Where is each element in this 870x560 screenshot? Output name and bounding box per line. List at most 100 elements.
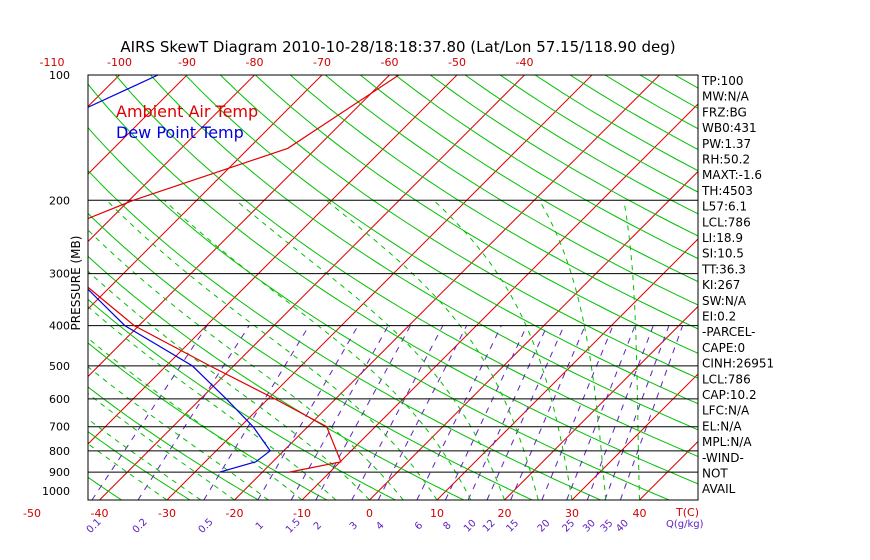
dry-adiabat-line (88, 126, 670, 500)
bottom-temp-tick-label: 20 (498, 507, 512, 520)
dry-adiabat-line (0, 75, 53, 500)
mixing-ratio-label: 3 (348, 520, 360, 532)
moist-adiabat-line (88, 270, 370, 500)
moist-adiabat-line (163, 199, 472, 500)
moist-adiabat-line (88, 366, 269, 500)
bottom-temp-tick-label: 10 (430, 507, 444, 520)
dry-adiabat-line (88, 255, 465, 500)
isotherm-line (639, 440, 698, 500)
index-label: TT:36.3 (701, 262, 746, 276)
dry-adiabat-line (255, 75, 698, 354)
mixing-ratio-label: 6 (413, 520, 425, 532)
isotherm-line (504, 305, 698, 500)
pressure-tick-label: 100 (49, 69, 70, 82)
bottom-temp-tick-label: 0 (366, 507, 373, 520)
top-temp-tick-label: -80 (246, 56, 264, 69)
isotherm-line (571, 373, 698, 500)
isotherm-line (88, 75, 120, 108)
index-label: PW:1.37 (702, 137, 751, 151)
dry-adiabat-line (88, 169, 601, 500)
pressure-tick-label: 600 (49, 393, 70, 406)
mixing-ratio-line (203, 325, 310, 500)
mixing-ratio-label: 0.5 (197, 517, 216, 536)
index-label: LFC:N/A (702, 404, 750, 418)
bottom-temp-tick-label: -20 (226, 507, 244, 520)
dry-adiabat-line (745, 75, 870, 500)
pressure-tick-label: 200 (49, 194, 70, 207)
dew-point-temp-profile (88, 75, 272, 473)
pressure-tick-label: 300 (49, 268, 70, 281)
dry-adiabat-line (324, 75, 698, 306)
dry-adiabat-line (780, 75, 870, 500)
index-label: TH:4503 (701, 184, 753, 198)
index-label: SI:10.5 (702, 247, 744, 261)
isotherm-line (88, 75, 458, 445)
bottom-temp-tick-label: 40 (633, 507, 647, 520)
dry-adiabat-line (220, 75, 698, 379)
isotherm-line (88, 75, 323, 310)
moist-adiabat-line (88, 305, 337, 500)
dry-adiabat-line (289, 75, 698, 330)
mixing-ratio-line (586, 325, 654, 500)
dry-adiabat-line (359, 75, 698, 283)
mixing-ratio-label: 0.2 (131, 517, 150, 536)
top-temp-tick-label: -110 (40, 56, 65, 69)
mixing-ratio-label: 20 (536, 518, 553, 535)
dry-adiabat-line (88, 476, 122, 500)
isotherm-line (0, 75, 52, 500)
legend-dew-point-temp: Dew Point Temp (116, 123, 244, 142)
isotherm-line (88, 75, 188, 175)
index-label: LCL:786 (702, 215, 751, 229)
isotherm-line (234, 75, 660, 500)
dry-adiabat-line (88, 431, 191, 500)
moist-adiabat-line (88, 337, 303, 500)
mixing-ratio-label: 10 (462, 518, 479, 535)
dry-adiabat-line (185, 75, 698, 405)
top-temp-tick-label: -60 (381, 56, 399, 69)
dry-adiabat-line (88, 212, 533, 500)
top-temp-tick-label: -50 (448, 56, 466, 69)
mixing-ratio-label: 30 (581, 518, 598, 535)
mixing-ratio-label: 25 (561, 518, 578, 535)
dry-adiabat-line (464, 75, 698, 215)
top-temp-ticks: -120-110-100-90-80-70-60-50-40 (40, 56, 534, 69)
profiles (88, 75, 400, 473)
index-label: KI:267 (702, 278, 740, 292)
mixing-ratio-label: 12 (481, 518, 498, 535)
mixing-axis-label: Q(g/kg) (666, 519, 704, 530)
dry-adiabat-line (88, 386, 259, 500)
index-label: L57:6.1 (702, 200, 747, 214)
moist-adiabat-line (88, 443, 168, 500)
mixing-ratio-label: 2 (312, 520, 324, 532)
isotherm-line (88, 75, 255, 243)
index-label: CAP:10.2 (702, 388, 757, 402)
plot-frame (87, 74, 699, 501)
moist-adiabat-line (88, 418, 202, 500)
pressure-tick-label: 400 (49, 320, 70, 333)
bottom-temp-tick-label: -40 (91, 507, 109, 520)
chart-title: AIRS SkewT Diagram 2010-10-28/18:18:37.8… (120, 38, 675, 56)
moist-adiabat-line (433, 199, 573, 500)
index-label: CAPE:0 (702, 341, 745, 355)
dry-adiabat-line (499, 75, 698, 193)
moist-adiabat-line (88, 392, 235, 500)
mixing-ratio-line (467, 325, 548, 500)
mixing-ratio-line (137, 325, 250, 500)
index-label: LCL:786 (702, 372, 751, 386)
index-panel: TP:100MW:N/AFRZ:BGWB0:431PW:1.37RH:50.2M… (701, 74, 774, 496)
dry-adiabat-line (394, 75, 698, 260)
mixing-ratio-line (486, 325, 565, 500)
pressure-tick-label: 700 (49, 421, 70, 434)
mixing-ratio-line (377, 325, 468, 500)
index-label: MPL:N/A (702, 435, 752, 449)
dry-adiabat-line (150, 75, 698, 431)
mixing-ratio-line (257, 325, 359, 500)
moist-adiabat-line (235, 199, 505, 500)
dry-adiabat-line (115, 75, 698, 458)
bottom-temp-tick-label: -50 (23, 507, 41, 520)
isotherm-line (88, 75, 390, 378)
x-axis-label: T(C) (675, 506, 699, 519)
index-label: TP:100 (701, 74, 744, 88)
isotherm-line (436, 238, 698, 500)
mixing-ratio-line (416, 325, 502, 500)
